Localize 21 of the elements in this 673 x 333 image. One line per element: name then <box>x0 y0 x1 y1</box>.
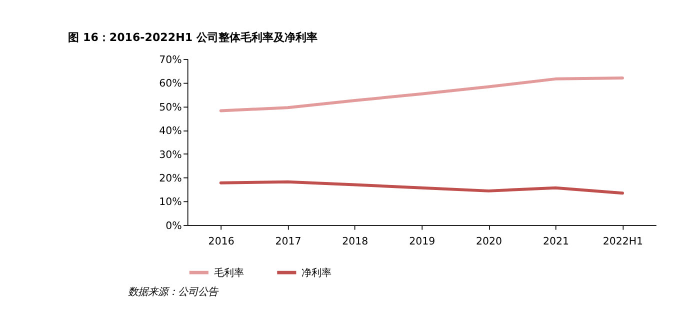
x-tick-label: 2022H1 <box>602 236 644 248</box>
y-tick-label: 10% <box>159 197 182 208</box>
y-tick-label: 70% <box>159 54 182 66</box>
x-tick-label: 2016 <box>208 236 234 248</box>
line-series <box>219 180 624 195</box>
y-tick-label: 30% <box>159 150 182 161</box>
x-tick-label: 2017 <box>275 236 302 248</box>
x-tick-label: 2019 <box>409 236 436 248</box>
y-tick-label: 50% <box>159 102 182 114</box>
y-tick-label: 60% <box>159 78 182 90</box>
legend-label: 毛利率 <box>214 267 244 280</box>
line-series <box>219 76 624 112</box>
legend-label: 净利率 <box>302 267 332 280</box>
source-note: 数据来源：公司公告 <box>128 286 219 298</box>
x-tick-label: 2021 <box>542 236 569 248</box>
x-tick-label: 2020 <box>476 236 502 248</box>
chart-title: 图 16：2016-2022H1 公司整体毛利率及净利率 <box>68 31 318 44</box>
x-tick-label: 2018 <box>342 236 368 248</box>
y-tick-label: 20% <box>159 173 182 184</box>
y-tick-label: 0% <box>166 220 182 232</box>
y-tick-label: 40% <box>159 126 182 138</box>
